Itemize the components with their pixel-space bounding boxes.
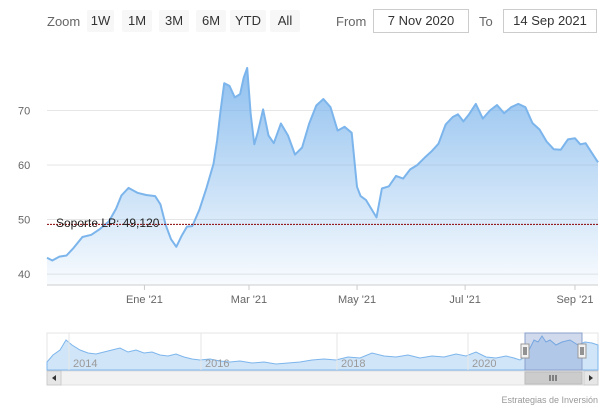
x-axis: Ene '21 Mar '21 May '21 Jul '21 Sep '21 — [126, 285, 593, 306]
price-line — [46, 66, 599, 262]
x-tick-label: Ene '21 — [126, 294, 163, 306]
support-label: Soporte LP: 49,120 — [56, 216, 160, 230]
x-tick-label: Jul '21 — [449, 294, 480, 306]
navigator-series — [46, 335, 599, 371]
zoom-6m-button[interactable]: 6M — [196, 10, 226, 32]
to-label: To — [479, 14, 493, 29]
zoom-label: Zoom — [47, 14, 81, 29]
navigator-tick-label: 2018 — [341, 358, 365, 370]
scroll-right-arrow-icon — [589, 375, 593, 381]
zoom-1m-button[interactable]: 1M — [122, 10, 152, 32]
scroll-left-arrow-icon — [52, 375, 56, 381]
x-tick-label: Mar '21 — [231, 294, 267, 306]
zoom-3m-button[interactable]: 3M — [159, 10, 189, 32]
chart-credit: Estrategias de Inversión — [501, 395, 598, 405]
navigator-axis: 2014 2016 2018 2020 — [68, 333, 496, 370]
zoom-ytd-button[interactable]: YTD — [230, 10, 266, 32]
y-tick-label: 70 — [18, 105, 30, 117]
range-selector-toolbar: Zoom 1W 1M 3M 6M YTD All From 7 Nov 2020… — [0, 0, 608, 40]
from-label: From — [336, 14, 367, 29]
from-date-input[interactable]: 7 Nov 2020 — [373, 9, 469, 33]
scrollbar-track[interactable] — [46, 370, 599, 386]
zoom-1w-button[interactable]: 1W — [87, 10, 114, 32]
navigator-left-handle[interactable] — [520, 343, 530, 359]
x-tick-label: Sep '21 — [556, 294, 593, 306]
to-date-input[interactable]: 14 Sep 2021 — [503, 9, 597, 33]
navigator-selection[interactable] — [524, 332, 583, 371]
y-tick-label: 60 — [18, 160, 30, 172]
zoom-all-button[interactable]: All — [270, 10, 300, 32]
navigator-tick-label: 2020 — [472, 358, 496, 370]
y-tick-label: 50 — [18, 215, 30, 227]
y-axis: 40 50 60 70 — [18, 105, 30, 281]
navigator-tick-label: 2016 — [205, 358, 229, 370]
navigator-right-handle[interactable] — [577, 343, 587, 359]
navigator-tick-label: 2014 — [73, 358, 97, 370]
y-tick-label: 40 — [18, 269, 30, 281]
x-tick-label: May '21 — [338, 294, 376, 306]
